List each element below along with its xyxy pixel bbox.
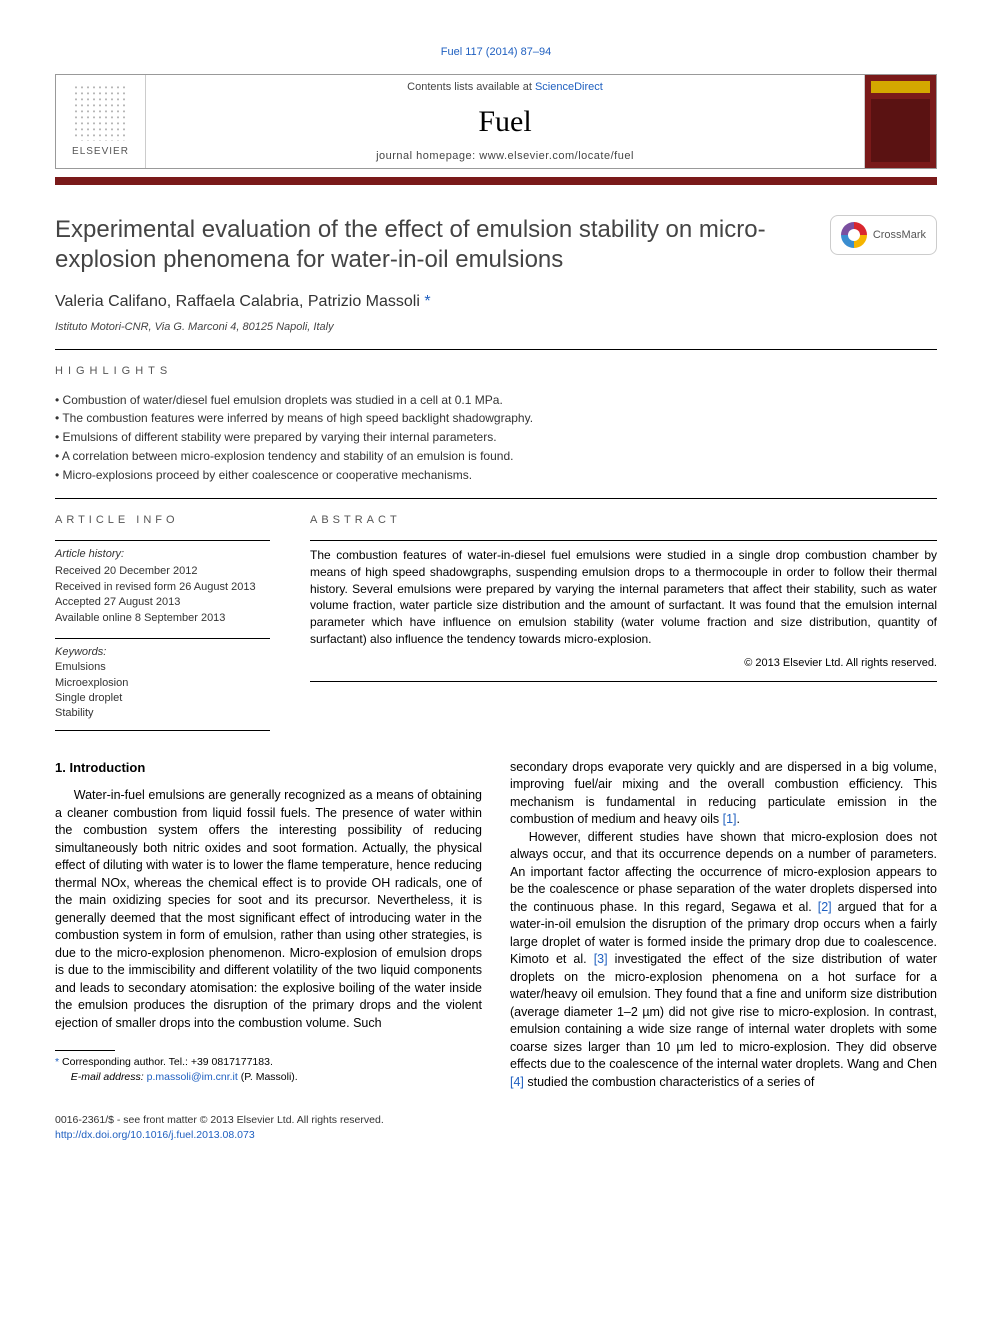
body-paragraph: However, different studies have shown th… [510, 829, 937, 1092]
article-info-label: ARTICLE INFO [55, 513, 270, 528]
highlight-item: Micro-explosions proceed by either coale… [55, 467, 937, 484]
highlights-label: HIGHLIGHTS [55, 364, 937, 379]
email-label: E-mail address: [71, 1071, 147, 1083]
abstract-text: The combustion features of water-in-dies… [310, 547, 937, 648]
authors-names: Valeria Califano, Raffaela Calabria, Pat… [55, 293, 420, 310]
ref-link[interactable]: [3] [594, 952, 608, 966]
keyword: Single droplet [55, 691, 270, 706]
journal-cover-thumb[interactable] [864, 75, 936, 168]
sciencedirect-link[interactable]: ScienceDirect [535, 81, 603, 93]
footer-meta: 0016-2361/$ - see front matter © 2013 El… [55, 1113, 937, 1142]
body-text: studied the combustion characteristics o… [524, 1075, 814, 1089]
correspondence-email[interactable]: p.massoli@im.cnr.it [147, 1071, 238, 1083]
history-line: Received 20 December 2012 [55, 564, 270, 579]
crossmark-badge[interactable]: CrossMark [830, 215, 937, 255]
info-abstract-row: ARTICLE INFO Article history: Received 2… [55, 513, 937, 737]
doi-link[interactable]: http://dx.doi.org/10.1016/j.fuel.2013.08… [55, 1129, 255, 1141]
history-label: Article history: [55, 547, 270, 562]
correspondence-prefix: Corresponding author. Tel.: [62, 1056, 191, 1068]
elsevier-tree-icon [73, 85, 129, 141]
publisher-logo[interactable]: ELSEVIER [56, 75, 146, 168]
journal-name: Fuel [146, 101, 864, 143]
correspondence-tel: * Corresponding author. Tel.: +39 081717… [55, 1055, 482, 1070]
correspondence-email-line: E-mail address: p.massoli@im.cnr.it (P. … [55, 1070, 482, 1085]
ref-link[interactable]: [4] [510, 1075, 524, 1089]
keyword: Emulsions [55, 660, 270, 675]
publisher-name: ELSEVIER [72, 145, 129, 159]
authors-line: Valeria Califano, Raffaela Calabria, Pat… [55, 291, 937, 313]
correspondence-footer: * Corresponding author. Tel.: +39 081717… [55, 1050, 482, 1084]
journal-homepage[interactable]: journal homepage: www.elsevier.com/locat… [146, 149, 864, 164]
issn-line: 0016-2361/$ - see front matter © 2013 El… [55, 1113, 937, 1128]
journal-banner: ELSEVIER Contents lists available at Sci… [55, 74, 937, 169]
body-paragraph: Water-in-fuel emulsions are generally re… [55, 787, 482, 1032]
crossmark-label: CrossMark [873, 228, 926, 243]
keyword: Stability [55, 706, 270, 721]
highlights-list: Combustion of water/diesel fuel emulsion… [55, 392, 937, 484]
article-title: Experimental evaluation of the effect of… [55, 215, 810, 275]
brand-color-bar [55, 177, 937, 185]
contents-prefix: Contents lists available at [407, 81, 535, 93]
crossmark-icon [841, 222, 867, 248]
info-rule [55, 730, 270, 731]
highlight-item: Combustion of water/diesel fuel emulsion… [55, 392, 937, 409]
title-row: Experimental evaluation of the effect of… [55, 215, 937, 275]
body-paragraph: secondary drops evaporate very quickly a… [510, 759, 937, 829]
rule-1 [55, 349, 937, 350]
highlight-item: A correlation between micro-explosion te… [55, 448, 937, 465]
abstract-rule [310, 540, 937, 541]
contents-line: Contents lists available at ScienceDirec… [146, 80, 864, 95]
banner-center: Contents lists available at ScienceDirec… [146, 75, 864, 168]
correspondence-rule [55, 1050, 115, 1051]
section-heading: 1. Introduction [55, 759, 482, 777]
body-columns: 1. Introduction Water-in-fuel emulsions … [55, 759, 937, 1092]
abstract-label: ABSTRACT [310, 513, 937, 528]
highlight-item: The combustion features were inferred by… [55, 410, 937, 427]
corresponding-marker: * [55, 1056, 59, 1068]
corresponding-marker: * [424, 293, 430, 310]
history-line: Received in revised form 26 August 2013 [55, 580, 270, 595]
citation-header[interactable]: Fuel 117 (2014) 87–94 [55, 45, 937, 60]
page-root: Fuel 117 (2014) 87–94 ELSEVIER Contents … [0, 0, 992, 1173]
affiliation: Istituto Motori-CNR, Via G. Marconi 4, 8… [55, 320, 937, 335]
history-line: Available online 8 September 2013 [55, 611, 270, 626]
keywords-label: Keywords: [55, 645, 270, 660]
body-text: . [737, 812, 740, 826]
body-text: investigated the effect of the size dist… [510, 952, 937, 1071]
article-info-column: ARTICLE INFO Article history: Received 2… [55, 513, 270, 737]
info-rule [55, 638, 270, 639]
history-line: Accepted 27 August 2013 [55, 595, 270, 610]
correspondence-suffix: (P. Massoli). [238, 1071, 298, 1083]
rule-2 [55, 498, 937, 499]
correspondence-tel-value: +39 0817177183. [191, 1056, 273, 1068]
keyword: Microexplosion [55, 676, 270, 691]
ref-link[interactable]: [1] [723, 812, 737, 826]
abstract-rule-bottom [310, 681, 937, 682]
highlight-item: Emulsions of different stability were pr… [55, 429, 937, 446]
abstract-column: ABSTRACT The combustion features of wate… [310, 513, 937, 737]
ref-link[interactable]: [2] [818, 900, 832, 914]
abstract-copyright: © 2013 Elsevier Ltd. All rights reserved… [310, 656, 937, 671]
info-rule [55, 540, 270, 541]
